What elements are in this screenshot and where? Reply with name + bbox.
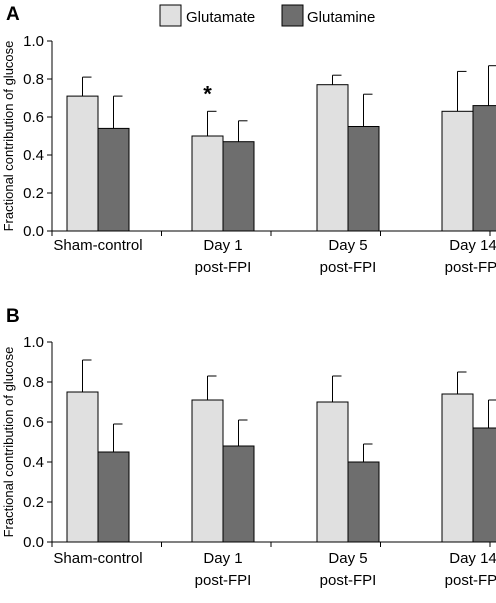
- panel-label: A: [6, 4, 20, 25]
- y-tick-label: 0.0: [23, 534, 44, 551]
- bar-glutamate: [66, 391, 99, 543]
- bar-glutamate: [316, 84, 349, 232]
- legend-label-glutamine: Glutamine: [307, 9, 375, 26]
- bar-glutamine: [97, 127, 130, 232]
- y-tick-label: 0.4: [23, 454, 44, 471]
- x-category-label: post-FPI: [195, 259, 252, 276]
- y-tick-label: 1.0: [23, 33, 44, 50]
- y-tick-label: 0.2: [23, 185, 44, 202]
- bar-glutamine: [222, 141, 255, 232]
- panel-a: A Fractional contribution of glucose 0.0 0.…: [1, 4, 496, 276]
- bar-glutamate: [191, 135, 224, 232]
- bar-glutamate: [316, 401, 349, 543]
- y-axis-title: Fractional contribution of glucose: [1, 41, 16, 232]
- significance-marker: *: [203, 81, 212, 106]
- x-category-label: Day 5: [328, 237, 367, 254]
- bar-glutamate: [441, 393, 474, 543]
- legend-swatch-glutamate: [159, 4, 182, 27]
- bar-glutamate: [191, 399, 224, 543]
- bar-glutamine: [347, 126, 380, 232]
- legend-swatch-glutamine: [281, 4, 304, 27]
- x-category-label: post-FPI: [320, 259, 377, 276]
- bar-glutamine: [97, 451, 130, 543]
- bar-glutamate: [66, 95, 99, 232]
- x-category-label: Sham-control: [53, 237, 142, 254]
- panel-b: B Fractional contribution of glucose 0.0 0.…: [1, 306, 496, 589]
- y-tick-label: 0.8: [23, 71, 44, 88]
- y-axis-title: Fractional contribution of glucose: [1, 347, 16, 538]
- y-tick-label: 0.6: [23, 414, 44, 431]
- bar-glutamine: [222, 445, 255, 543]
- bar-glutamine: [472, 105, 496, 232]
- x-category-label: Day 14: [449, 237, 496, 254]
- legend-label-glutamate: Glutamate: [186, 9, 255, 26]
- y-tick-label: 1.0: [23, 334, 44, 351]
- x-category-label: Sham-control: [53, 550, 142, 567]
- y-tick-label: 0.2: [23, 494, 44, 511]
- x-category-label: Day 1: [203, 237, 242, 254]
- bar-glutamate: [441, 110, 474, 232]
- x-category-label: post-FPI: [445, 572, 496, 589]
- x-category-label: Day 5: [328, 550, 367, 567]
- legend: Glutamate Glutamine: [159, 4, 375, 27]
- y-tick-label: 0.4: [23, 147, 44, 164]
- x-category-label: post-FPI: [445, 259, 496, 276]
- panel-label: B: [6, 306, 20, 327]
- x-category-label: Day 1: [203, 550, 242, 567]
- x-category-label: post-FPI: [195, 572, 252, 589]
- y-tick-label: 0.0: [23, 223, 44, 240]
- x-category-label: Day 14: [449, 550, 496, 567]
- bar-glutamine: [347, 461, 380, 543]
- bar-glutamine: [472, 427, 496, 543]
- y-tick-label: 0.6: [23, 109, 44, 126]
- y-tick-label: 0.8: [23, 374, 44, 391]
- x-category-label: post-FPI: [320, 572, 377, 589]
